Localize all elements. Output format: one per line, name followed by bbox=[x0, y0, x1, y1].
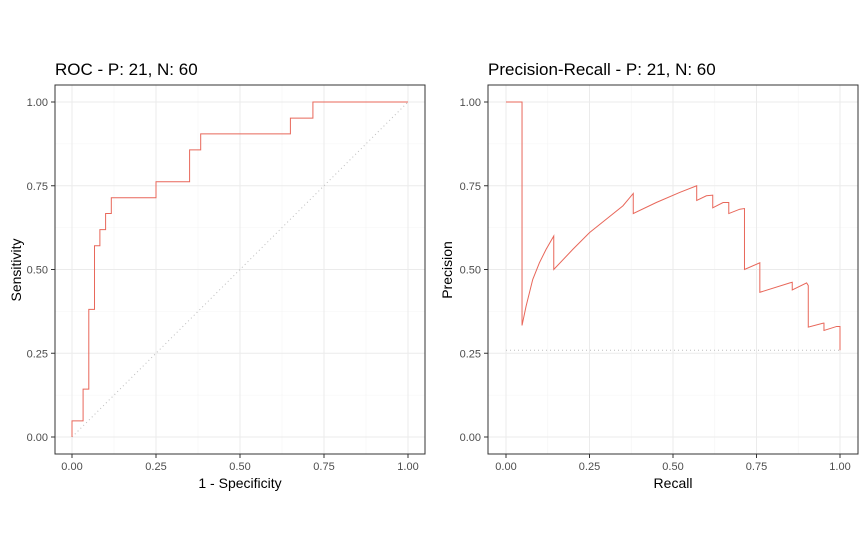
roc-x-tick-label: 1.00 bbox=[397, 461, 418, 473]
pr-y-tick-label: 0.25 bbox=[460, 348, 481, 360]
roc-x-tick-label: 0.25 bbox=[145, 461, 166, 473]
pr-curve bbox=[506, 101, 841, 351]
roc-y-tick-label: 0.25 bbox=[27, 348, 48, 360]
pr-y-tick-label: 0.75 bbox=[460, 181, 481, 193]
roc-y-tick-label: 1.00 bbox=[27, 97, 48, 109]
pr-y-tick-label: 0.50 bbox=[460, 265, 481, 277]
roc-y-tick-label: 0.75 bbox=[27, 181, 48, 193]
roc-axis-ticks: 0.00 0.25 0.50 0.75 1.00 0.00 0.25 0.50 0.75 1.00 bbox=[27, 97, 419, 473]
pr-x-axis-title: Recall bbox=[654, 475, 693, 491]
roc-grid bbox=[55, 85, 425, 454]
pr-grid bbox=[488, 85, 858, 454]
pr-chart-title: Precision-Recall - P: 21, N: 60 bbox=[488, 60, 716, 79]
pr-x-tick-label: 0.50 bbox=[662, 461, 683, 473]
roc-curve bbox=[71, 101, 408, 437]
roc-x-tick-label: 0.00 bbox=[61, 461, 82, 473]
pr-y-axis-title: Precision bbox=[439, 241, 455, 299]
roc-x-axis-title: 1 - Specificity bbox=[198, 475, 281, 491]
pr-x-tick-label: 0.25 bbox=[579, 461, 600, 473]
roc-chart-title: ROC - P: 21, N: 60 bbox=[55, 60, 198, 79]
pr-x-tick-label: 0.75 bbox=[746, 461, 767, 473]
pr-x-tick-label: 0.00 bbox=[495, 461, 516, 473]
roc-chart: ROC - P: 21, N: 60 0.00 0.25 0.50 0.75 1.000… bbox=[8, 60, 426, 491]
roc-x-tick-label: 0.75 bbox=[313, 461, 334, 473]
roc-y-tick-label: 0.50 bbox=[27, 265, 48, 277]
pr-axis-ticks: 0.00 0.25 0.50 0.75 1.00 0.00 0.25 0.50 0.75 1.00 bbox=[460, 97, 851, 473]
pr-y-tick-label: 0.00 bbox=[460, 432, 481, 444]
roc-y-tick-label: 0.00 bbox=[27, 432, 48, 444]
pr-y-tick-label: 1.00 bbox=[460, 97, 481, 109]
roc-y-axis-title: Sensitivity bbox=[8, 238, 24, 301]
pr-x-tick-label: 1.00 bbox=[829, 461, 850, 473]
roc-x-tick-label: 0.50 bbox=[229, 461, 250, 473]
pr-chart: Precision-Recall - P: 21, N: 60 0.00 0.25… bbox=[439, 60, 859, 491]
